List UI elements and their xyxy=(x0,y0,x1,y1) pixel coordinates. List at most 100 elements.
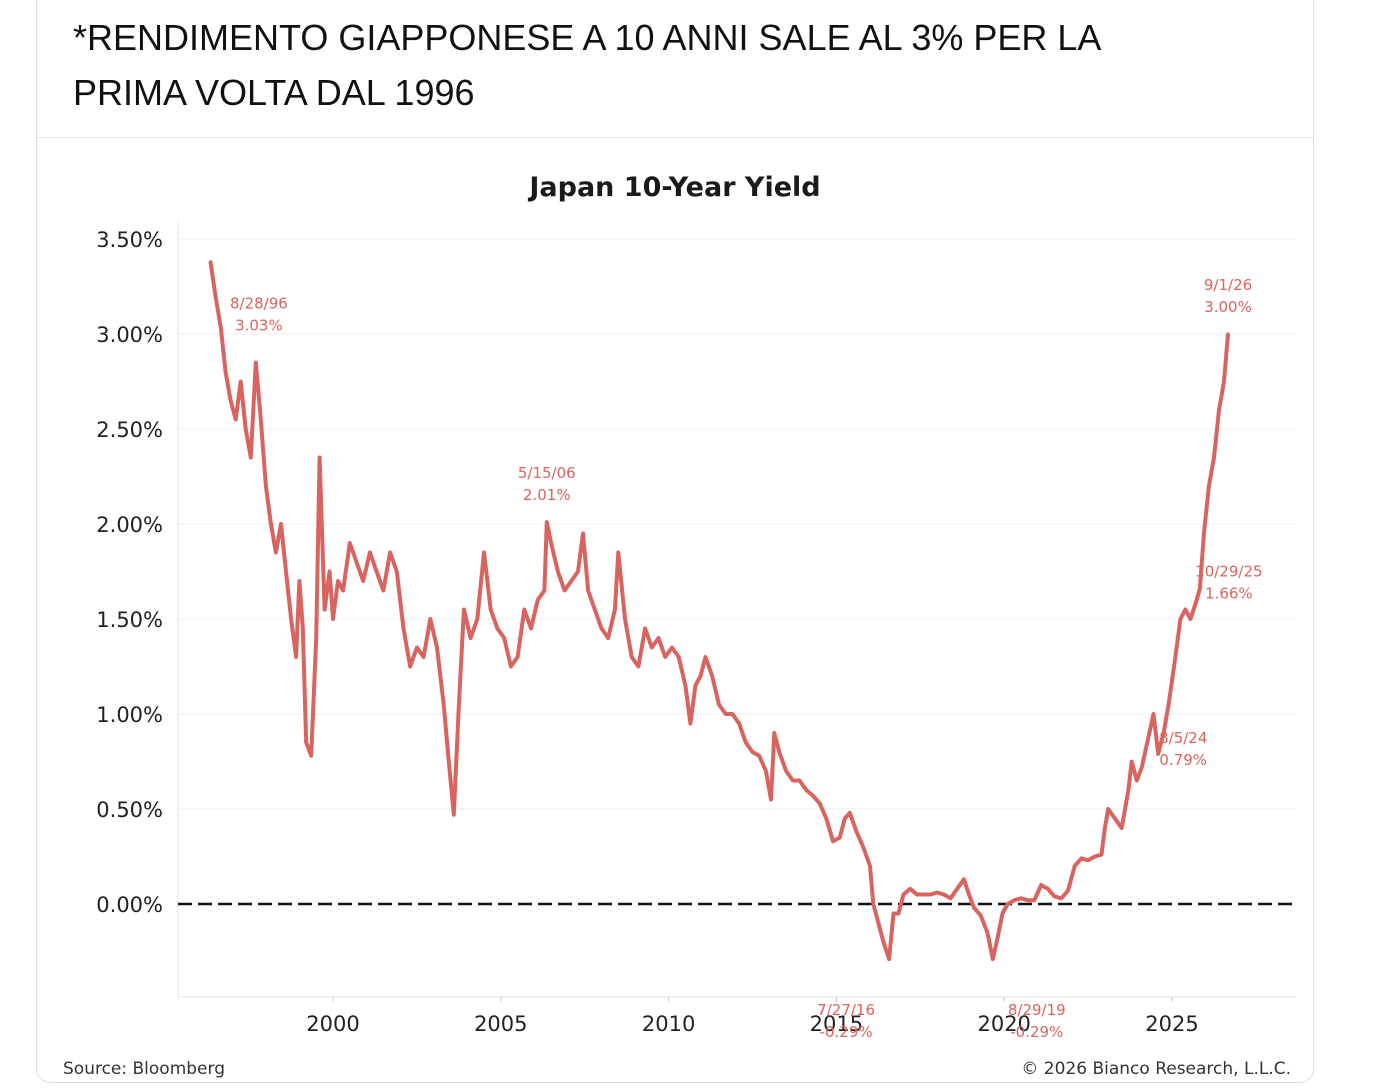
yield-point xyxy=(259,417,263,422)
yield-point xyxy=(249,455,253,460)
yield-point xyxy=(279,522,283,526)
yield-point xyxy=(388,550,392,555)
yield-point xyxy=(1019,896,1023,900)
annotation-value: 3.00% xyxy=(1204,298,1252,316)
annotation-value: -0.29% xyxy=(1010,1023,1063,1041)
yield-point xyxy=(1120,826,1124,830)
yield-point xyxy=(1099,853,1104,857)
yield-point xyxy=(314,636,318,640)
yield-point xyxy=(861,845,865,849)
yield-point xyxy=(475,617,479,621)
yield-point xyxy=(876,921,880,925)
yield-point xyxy=(545,520,549,524)
yield-point xyxy=(323,607,327,612)
yield-point xyxy=(683,683,687,688)
x-tick-label: 2010 xyxy=(642,1012,695,1036)
yield-point xyxy=(1026,898,1030,902)
yield-point xyxy=(229,398,233,403)
yield-point xyxy=(1106,807,1110,811)
yield-point xyxy=(811,794,815,798)
yield-point xyxy=(942,892,946,897)
yield-point xyxy=(630,655,634,659)
yield-point xyxy=(1126,788,1130,792)
annotation-value: 1.66% xyxy=(1205,585,1253,603)
yield-point xyxy=(1198,587,1202,591)
yield-point xyxy=(576,569,580,574)
yield-point xyxy=(967,892,971,897)
yield-point xyxy=(1178,617,1182,621)
yield-point xyxy=(772,731,776,735)
yield-point xyxy=(468,636,473,640)
yield-point xyxy=(891,911,896,916)
yield-point xyxy=(1183,607,1188,612)
yield-point xyxy=(317,455,322,460)
yield-point xyxy=(336,579,340,583)
yield-point xyxy=(331,617,335,621)
yield-point xyxy=(804,788,808,792)
yield-point xyxy=(656,636,661,640)
yield-point xyxy=(843,816,847,821)
yield-point xyxy=(985,930,990,935)
yield-point xyxy=(688,721,693,726)
yield-point xyxy=(1012,898,1016,902)
yield-point xyxy=(663,655,667,659)
x-tick-label: 2020 xyxy=(977,1012,1030,1036)
yield-point xyxy=(922,892,926,897)
tweet-card xyxy=(36,0,1314,1083)
yield-point xyxy=(1188,617,1193,621)
yield-point xyxy=(502,636,506,640)
yield-point xyxy=(1130,759,1134,764)
yield-point xyxy=(764,769,768,773)
yield-point xyxy=(435,645,439,650)
yield-point xyxy=(854,830,859,834)
y-tick-label: 3.00% xyxy=(96,323,163,347)
yield-point xyxy=(995,936,1000,940)
y-tick-label: 2.50% xyxy=(96,418,163,442)
yield-point xyxy=(274,550,278,555)
yield-point xyxy=(1212,455,1216,460)
axis-layer: 0.00% 0.50% 1.00% 1.50% 2.00% 2.50% 3.00% 3.50%… xyxy=(96,228,1198,1036)
yield-point xyxy=(428,617,432,621)
yield-point xyxy=(509,664,513,669)
yield-point xyxy=(962,877,966,881)
yield-point xyxy=(328,569,332,574)
yield-point xyxy=(744,740,748,745)
yield-point xyxy=(670,645,674,650)
yield-point xyxy=(586,588,590,593)
yield-point xyxy=(593,607,597,612)
yield-point xyxy=(871,902,875,906)
yield-point xyxy=(818,801,822,805)
yield-point xyxy=(935,891,939,895)
yield-point xyxy=(239,379,243,384)
yield-point xyxy=(515,655,520,659)
yield-point xyxy=(401,626,406,631)
yield-point xyxy=(901,892,906,897)
yield-point xyxy=(213,294,218,298)
y-tick-label: 2.00% xyxy=(96,513,163,537)
x-tick-label: 2015 xyxy=(810,1012,863,1036)
yield-point xyxy=(757,754,761,758)
yield-point xyxy=(536,598,540,602)
yield-point xyxy=(284,569,288,574)
y-tick-label: 0.50% xyxy=(96,798,163,822)
yield-line xyxy=(208,261,1230,962)
yield-point xyxy=(489,607,493,612)
annotation-value: 3.03% xyxy=(235,316,283,334)
yield-point xyxy=(838,835,842,840)
divider xyxy=(37,137,1313,138)
yield-point xyxy=(693,683,698,688)
yield-point xyxy=(643,626,647,631)
y-tick-label: 0.00% xyxy=(96,893,163,917)
yield-point xyxy=(581,531,585,536)
annotation-date: 8/5/24 xyxy=(1159,729,1207,747)
yield-point xyxy=(244,427,248,431)
yield-point xyxy=(375,569,379,574)
yield-point xyxy=(991,957,995,961)
yield-point xyxy=(562,588,567,593)
grid-layer xyxy=(177,220,1296,998)
yield-point xyxy=(1151,712,1156,716)
yield-point xyxy=(415,645,419,650)
yield-point xyxy=(1093,854,1097,859)
yield-point xyxy=(824,816,828,821)
yield-point xyxy=(269,522,273,526)
